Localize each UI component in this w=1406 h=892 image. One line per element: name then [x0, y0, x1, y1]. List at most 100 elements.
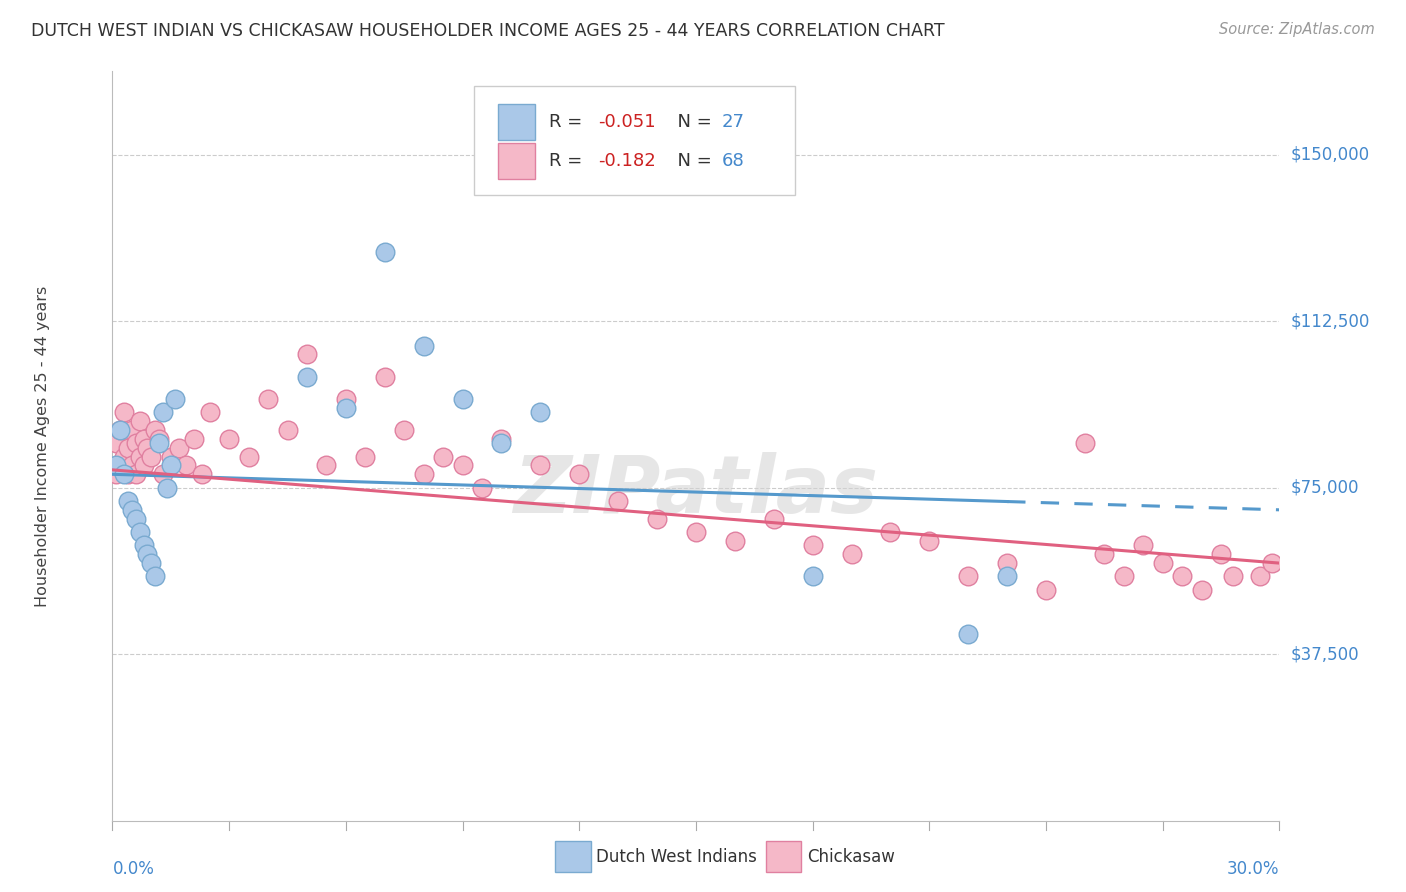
Text: R =: R = [548, 112, 588, 130]
Point [394, 423, 416, 437]
Point [1112, 569, 1135, 583]
Point [295, 369, 318, 384]
Point [1191, 582, 1213, 597]
Point [1171, 569, 1194, 583]
Point [1249, 569, 1271, 583]
Point [607, 494, 630, 508]
Point [105, 467, 128, 482]
Point [143, 569, 166, 583]
Point [412, 467, 434, 482]
Point [183, 432, 205, 446]
Point [105, 458, 128, 473]
Point [143, 423, 166, 437]
Point [132, 432, 155, 446]
Text: N =: N = [665, 153, 717, 170]
Point [218, 432, 240, 446]
Point [995, 556, 1018, 570]
Point [1209, 547, 1232, 561]
Text: Source: ZipAtlas.com: Source: ZipAtlas.com [1219, 22, 1375, 37]
Point [121, 503, 143, 517]
Point [918, 533, 941, 548]
Text: Chickasaw: Chickasaw [807, 848, 896, 866]
Point [176, 458, 198, 473]
Point [451, 392, 474, 406]
Text: R =: R = [548, 153, 588, 170]
Point [257, 392, 280, 406]
Point [1074, 436, 1097, 450]
Point [191, 467, 214, 482]
Point [432, 450, 454, 464]
Point [335, 392, 357, 406]
Point [374, 369, 396, 384]
Text: $37,500: $37,500 [1291, 645, 1360, 663]
Point [112, 450, 135, 464]
Point [132, 538, 155, 552]
Point [879, 524, 901, 539]
Point [491, 436, 513, 450]
Text: Householder Income Ages 25 - 44 years: Householder Income Ages 25 - 44 years [35, 285, 51, 607]
Point [491, 432, 513, 446]
Point [136, 547, 159, 561]
Point [198, 405, 221, 419]
Point [132, 458, 155, 473]
Point [1260, 556, 1282, 570]
Point [121, 423, 143, 437]
Point [315, 458, 337, 473]
Point [141, 450, 163, 464]
Text: N =: N = [665, 112, 717, 130]
Point [160, 450, 183, 464]
Point [685, 161, 707, 175]
Point [136, 441, 159, 455]
Point [354, 450, 377, 464]
Text: 68: 68 [721, 153, 744, 170]
Text: 30.0%: 30.0% [1227, 860, 1279, 878]
Point [148, 432, 170, 446]
Text: Dutch West Indians: Dutch West Indians [596, 848, 756, 866]
Point [529, 458, 551, 473]
Point [110, 458, 132, 473]
Text: ZIPatlas: ZIPatlas [513, 452, 879, 530]
Point [128, 524, 150, 539]
Text: $150,000: $150,000 [1291, 145, 1369, 163]
Point [374, 245, 396, 260]
Point [957, 627, 980, 641]
Point [276, 423, 298, 437]
Point [128, 414, 150, 428]
Point [335, 401, 357, 415]
Text: DUTCH WEST INDIAN VS CHICKASAW HOUSEHOLDER INCOME AGES 25 - 44 YEARS CORRELATION: DUTCH WEST INDIAN VS CHICKASAW HOUSEHOLD… [31, 22, 945, 40]
Point [645, 512, 668, 526]
Text: -0.051: -0.051 [598, 112, 655, 130]
Point [110, 423, 132, 437]
Point [117, 441, 139, 455]
Point [152, 405, 174, 419]
Point [957, 569, 980, 583]
Point [841, 547, 863, 561]
Text: $75,000: $75,000 [1291, 479, 1360, 497]
Point [568, 467, 591, 482]
Point [451, 458, 474, 473]
FancyBboxPatch shape [498, 144, 534, 179]
Point [1132, 538, 1154, 552]
Point [1094, 547, 1116, 561]
Point [724, 533, 747, 548]
Text: $112,500: $112,500 [1291, 312, 1369, 330]
Point [105, 436, 128, 450]
Point [529, 405, 551, 419]
Point [156, 481, 179, 495]
Point [167, 441, 190, 455]
Point [117, 494, 139, 508]
Point [762, 512, 785, 526]
Point [112, 467, 135, 482]
Point [160, 458, 183, 473]
Text: 27: 27 [721, 112, 745, 130]
Point [163, 392, 186, 406]
Point [1152, 556, 1174, 570]
Point [685, 524, 707, 539]
Point [1035, 582, 1057, 597]
Point [128, 450, 150, 464]
Point [471, 481, 494, 495]
Point [148, 436, 170, 450]
Point [412, 338, 434, 352]
Point [110, 423, 132, 437]
Text: 0.0%: 0.0% [112, 860, 155, 878]
